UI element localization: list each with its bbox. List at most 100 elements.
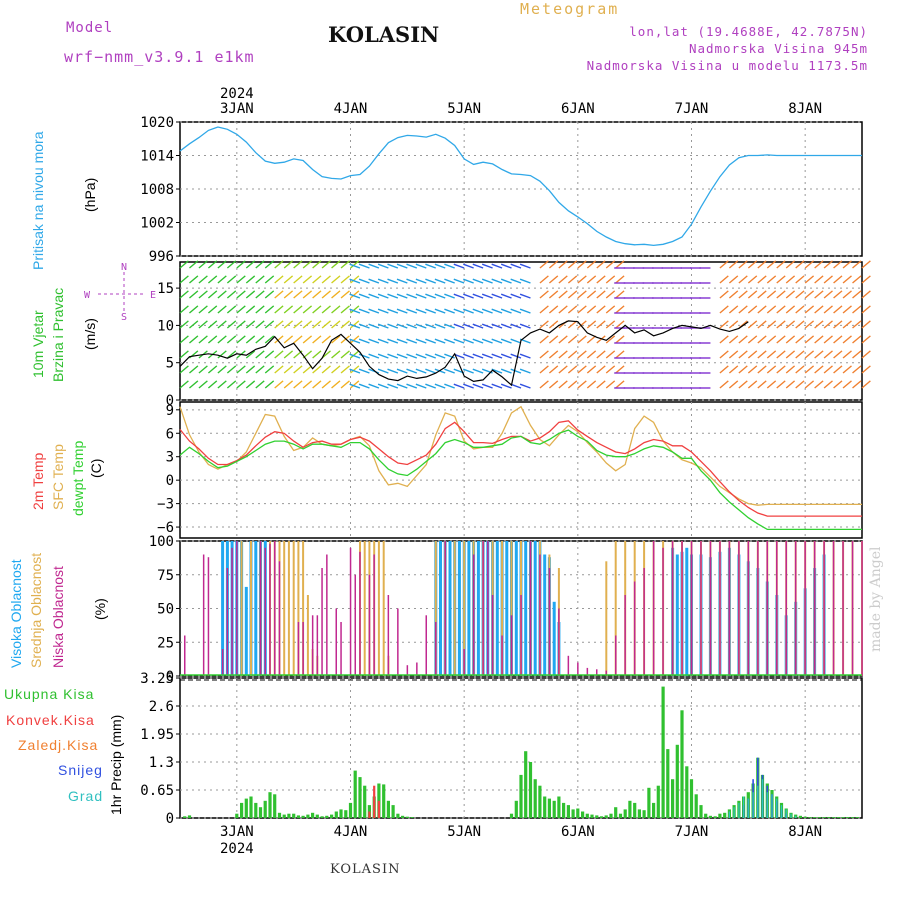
bar bbox=[311, 812, 315, 818]
bar bbox=[533, 779, 537, 818]
wind-arrow bbox=[283, 365, 294, 374]
day-label-top: 7JAN bbox=[675, 101, 709, 117]
wind-arrow bbox=[833, 260, 843, 269]
wind-arrow bbox=[434, 353, 446, 359]
wind-arrow bbox=[795, 335, 805, 344]
wind-arrow bbox=[236, 275, 246, 284]
wind-arrow bbox=[766, 260, 777, 269]
wind-arrow bbox=[747, 275, 758, 284]
wind-arrow bbox=[833, 380, 843, 389]
y-tick-label: 6 bbox=[166, 426, 174, 442]
wind-arrow bbox=[823, 335, 833, 344]
wind-arrow bbox=[444, 263, 455, 269]
bar bbox=[302, 541, 305, 676]
wind-arrow bbox=[795, 275, 805, 284]
bar bbox=[585, 813, 589, 818]
bar bbox=[278, 561, 281, 677]
wind-arrow bbox=[255, 260, 265, 269]
bar bbox=[552, 601, 556, 677]
bar bbox=[713, 816, 717, 818]
bar bbox=[221, 541, 225, 676]
wind-arrow bbox=[283, 320, 294, 329]
wind-arrow bbox=[605, 260, 616, 269]
wind-arrow bbox=[444, 368, 455, 374]
wind-arrow bbox=[302, 290, 313, 299]
wind-arrow bbox=[548, 305, 559, 314]
wind-arrow bbox=[236, 380, 246, 389]
wind-arrow bbox=[302, 320, 313, 329]
wind-arrow bbox=[814, 380, 824, 389]
wind-arrow bbox=[776, 350, 786, 359]
y-tick-label: 15 bbox=[157, 281, 174, 297]
bar bbox=[326, 554, 328, 676]
bar bbox=[235, 813, 239, 818]
bar bbox=[689, 779, 694, 818]
y-tick-label: 1002 bbox=[140, 216, 174, 232]
bar bbox=[577, 662, 579, 676]
bar bbox=[790, 813, 792, 818]
station-title: KOLASIN bbox=[328, 22, 440, 47]
wind-arrow bbox=[519, 353, 531, 359]
bar bbox=[719, 541, 721, 676]
wind-arrow bbox=[198, 335, 208, 344]
wind-arrow bbox=[415, 263, 427, 269]
wind-arrow bbox=[586, 260, 597, 269]
bar bbox=[510, 615, 513, 677]
bar bbox=[268, 792, 272, 818]
wind-arrow bbox=[283, 380, 294, 389]
wind-arrow bbox=[539, 365, 549, 374]
wind-arrow bbox=[358, 368, 370, 374]
wind-arrow bbox=[519, 278, 531, 284]
wind-arrow bbox=[387, 338, 399, 344]
wind-arrow bbox=[377, 263, 389, 269]
year-label-top: 2024 bbox=[220, 86, 254, 102]
bar bbox=[666, 749, 670, 818]
bar bbox=[558, 608, 560, 676]
wind-arrow bbox=[236, 260, 246, 269]
wind-arrow bbox=[358, 323, 370, 329]
wind-arrow bbox=[377, 338, 389, 344]
wind-arrow bbox=[340, 365, 350, 374]
bar bbox=[780, 805, 783, 818]
wind-arrow bbox=[179, 350, 189, 359]
bar bbox=[652, 541, 655, 676]
wind-arrow bbox=[415, 383, 427, 389]
wind-arrow bbox=[453, 293, 465, 299]
lonlat-label: lon,lat (19.4688E, 42.7875N) bbox=[629, 24, 868, 39]
wind-arrow bbox=[577, 260, 587, 269]
wind-arrow bbox=[481, 338, 493, 344]
wind-arrow bbox=[415, 338, 427, 344]
bar bbox=[207, 557, 210, 676]
wind-arrow bbox=[312, 380, 322, 389]
bar bbox=[315, 814, 319, 818]
wind-arrow bbox=[350, 365, 360, 374]
wind-arrow bbox=[481, 293, 493, 299]
wind-arrow bbox=[349, 338, 361, 344]
wind-arrow bbox=[747, 335, 758, 344]
wind-ylabel: 10m Vjetar bbox=[30, 310, 46, 378]
wind-arrow bbox=[558, 365, 568, 374]
wind-arrow bbox=[842, 320, 852, 329]
wind-arrow bbox=[207, 290, 218, 299]
y-tick-label: 2.6 bbox=[149, 699, 174, 715]
wind-arrow bbox=[728, 290, 739, 299]
wind-arrow bbox=[274, 290, 284, 299]
wind-arrow bbox=[340, 260, 350, 269]
bar bbox=[316, 615, 319, 677]
wind-arrow bbox=[415, 308, 427, 314]
wind-arrow bbox=[539, 290, 549, 299]
panel-frame bbox=[179, 261, 863, 401]
wind-arrow bbox=[463, 383, 474, 389]
wind-arrow bbox=[577, 320, 587, 329]
wind-arrow bbox=[814, 260, 824, 269]
wind-arrow bbox=[510, 293, 522, 299]
bar bbox=[184, 635, 186, 676]
wind-arrow bbox=[747, 320, 758, 329]
wind-arrow bbox=[312, 290, 322, 299]
bar bbox=[183, 816, 187, 818]
wind-arrow bbox=[719, 335, 729, 344]
wind-arrow bbox=[586, 335, 597, 344]
wind-arrow bbox=[491, 308, 503, 314]
y-tick-label: −6 bbox=[157, 520, 174, 536]
footer-station: KOLASIN bbox=[330, 862, 401, 877]
